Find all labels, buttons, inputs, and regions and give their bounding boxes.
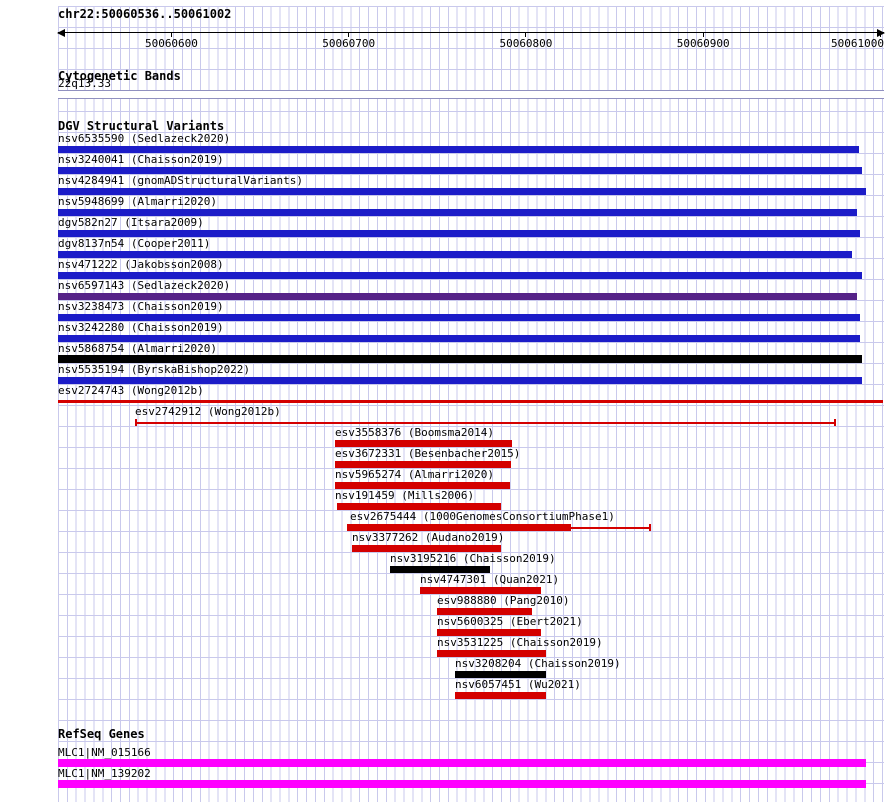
track-bar[interactable] bbox=[58, 759, 866, 767]
track-bar[interactable] bbox=[58, 188, 866, 195]
axis-tick bbox=[879, 32, 881, 37]
axis-tick-label: 50060900 bbox=[676, 37, 730, 50]
track-label[interactable]: nsv3195216 (Chaisson2019) bbox=[390, 552, 556, 565]
track-label[interactable]: esv988880 (Pang2010) bbox=[437, 594, 570, 607]
track-bar[interactable] bbox=[455, 692, 546, 699]
track-bar[interactable] bbox=[437, 629, 541, 636]
track-bar[interactable] bbox=[58, 293, 857, 300]
axis-right-arrow-icon bbox=[877, 29, 885, 37]
axis-tick-label: 50060600 bbox=[144, 37, 198, 50]
track-bar[interactable] bbox=[437, 650, 546, 657]
plot-grid bbox=[58, 6, 884, 802]
track-label[interactable]: nsv5600325 (Ebert2021) bbox=[437, 615, 583, 628]
axis-tick bbox=[525, 32, 527, 37]
track-range-end-tick bbox=[834, 419, 836, 426]
axis-tick-label: 50061000 bbox=[831, 37, 884, 50]
track-bar[interactable] bbox=[352, 545, 501, 552]
track-label[interactable]: MLC1|NM_139202 bbox=[58, 767, 151, 780]
track-label[interactable]: MLC1|NM_015166 bbox=[58, 746, 151, 759]
track-bar[interactable] bbox=[58, 272, 862, 279]
track-label[interactable]: esv2724743 (Wong2012b) bbox=[58, 384, 204, 397]
track-bar[interactable] bbox=[58, 335, 860, 342]
track-range-end-tick bbox=[135, 419, 137, 426]
track-bar[interactable] bbox=[437, 608, 532, 615]
ruler-axis-line bbox=[58, 32, 884, 33]
track-bar[interactable] bbox=[420, 587, 541, 594]
axis-tick bbox=[702, 32, 704, 37]
track-label[interactable]: nsv5948699 (Almarri2020) bbox=[58, 195, 217, 208]
section-title-cytogenetic-bands: Cytogenetic Bands bbox=[58, 69, 181, 83]
region-label: chr22:50060536..50061002 bbox=[58, 7, 232, 21]
track-bar[interactable] bbox=[337, 503, 501, 510]
track-label[interactable]: nsv5535194 (ByrskaBishop2022) bbox=[58, 363, 251, 376]
track-label[interactable]: nsv3531225 (Chaisson2019) bbox=[437, 636, 603, 649]
track-bar[interactable] bbox=[58, 314, 860, 321]
axis-left-arrow-icon bbox=[57, 29, 65, 37]
track-bar[interactable] bbox=[58, 355, 862, 363]
track-label[interactable]: nsv4284941 (gnomADStructuralVariants) bbox=[58, 174, 304, 187]
track-label[interactable]: nsv471222 (Jakobsson2008) bbox=[58, 258, 224, 271]
track-label[interactable]: nsv5868754 (Almarri2020) bbox=[58, 342, 217, 355]
track-bar[interactable] bbox=[390, 566, 490, 573]
track-bar[interactable] bbox=[58, 400, 883, 403]
track-bar[interactable] bbox=[349, 524, 571, 531]
track-label[interactable]: nsv4747301 (Quan2021) bbox=[420, 573, 560, 586]
section-title-dgv-structural-variants: DGV Structural Variants bbox=[58, 119, 225, 133]
track-label[interactable]: esv3672331 (Besenbacher2015) bbox=[335, 447, 521, 460]
track-bar[interactable] bbox=[455, 671, 546, 678]
track-bar[interactable] bbox=[58, 209, 857, 216]
cytoband-box bbox=[58, 90, 884, 99]
track-label[interactable]: nsv5965274 (Almarri2020) bbox=[335, 468, 494, 481]
track-range-end-tick bbox=[649, 524, 651, 531]
track-label[interactable]: nsv3377262 (Audano2019) bbox=[352, 531, 505, 544]
track-label[interactable]: nsv6057451 (Wu2021) bbox=[455, 678, 581, 691]
track-label[interactable]: esv3558376 (Boomsma2014) bbox=[335, 426, 494, 439]
axis-tick-label: 50060700 bbox=[322, 37, 376, 50]
track-bar[interactable] bbox=[58, 146, 859, 153]
axis-tick bbox=[348, 32, 350, 37]
track-label[interactable]: dgv582n27 (Itsara2009) bbox=[58, 216, 204, 229]
cytoband-label: 22q13.33 bbox=[58, 77, 111, 90]
track-bar[interactable] bbox=[335, 461, 511, 468]
track-bar[interactable] bbox=[335, 440, 512, 447]
track-bar[interactable] bbox=[58, 377, 862, 384]
track-bar[interactable] bbox=[58, 230, 860, 237]
track-bar[interactable] bbox=[58, 251, 852, 258]
track-label[interactable]: nsv191459 (Mills2006) bbox=[335, 489, 475, 502]
track-label[interactable]: nsv3240041 (Chaisson2019) bbox=[58, 153, 224, 166]
track-range-line[interactable] bbox=[135, 422, 836, 424]
track-bar[interactable] bbox=[58, 780, 866, 788]
track-label[interactable]: dgv8137n54 (Cooper2011) bbox=[58, 237, 211, 250]
track-range-end-tick bbox=[347, 524, 349, 531]
track-label[interactable]: nsv3208204 (Chaisson2019) bbox=[455, 657, 621, 670]
axis-tick bbox=[170, 32, 172, 37]
section-title-refseq-genes: RefSeq Genes bbox=[58, 727, 145, 741]
track-label[interactable]: nsv3238473 (Chaisson2019) bbox=[58, 300, 224, 313]
track-label[interactable]: esv2742912 (Wong2012b) bbox=[135, 405, 281, 418]
track-label[interactable]: nsv3242280 (Chaisson2019) bbox=[58, 321, 224, 334]
axis-tick-label: 50060800 bbox=[499, 37, 553, 50]
track-bar[interactable] bbox=[335, 482, 510, 489]
track-label[interactable]: esv2675444 (1000GenomesConsortiumPhase1) bbox=[350, 510, 615, 523]
track-bar[interactable] bbox=[58, 167, 862, 174]
track-label[interactable]: nsv6597143 (Sedlazeck2020) bbox=[58, 279, 231, 292]
track-label[interactable]: nsv6535590 (Sedlazeck2020) bbox=[58, 132, 231, 145]
